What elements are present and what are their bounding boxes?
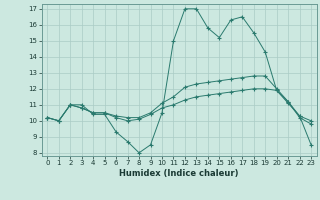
X-axis label: Humidex (Indice chaleur): Humidex (Indice chaleur) [119,169,239,178]
